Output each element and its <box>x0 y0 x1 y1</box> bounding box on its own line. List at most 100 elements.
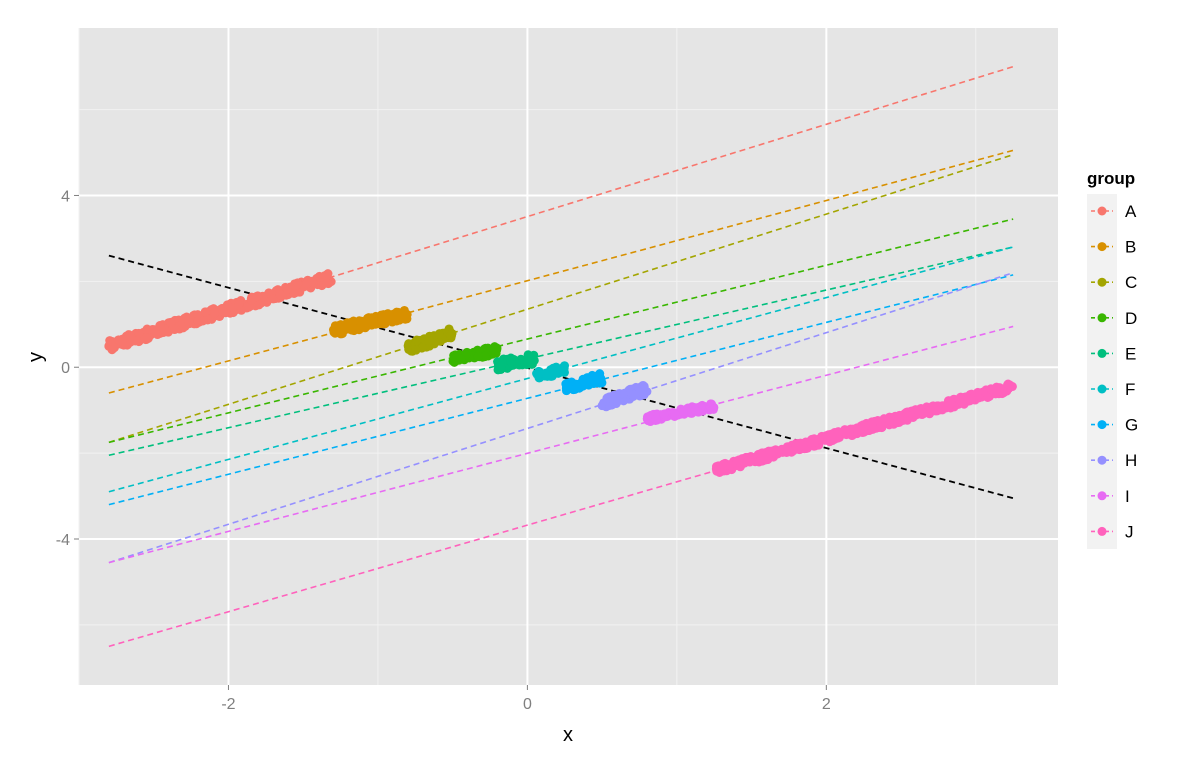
point-a <box>200 307 210 317</box>
group-fit-lines <box>108 65 1014 648</box>
point-j <box>937 405 947 415</box>
point-a <box>323 269 333 279</box>
point-i <box>651 414 661 424</box>
point-b <box>399 309 409 319</box>
point-a <box>268 294 278 304</box>
point-a <box>107 345 117 355</box>
point-a <box>234 300 244 310</box>
point-c <box>411 345 421 355</box>
legend-label-j: J <box>1125 522 1134 541</box>
legend-key-point-g <box>1097 420 1107 430</box>
point-j <box>764 449 774 459</box>
legend-label-c: C <box>1125 273 1137 292</box>
point-j <box>860 421 870 431</box>
legend-label-d: D <box>1125 309 1137 328</box>
point-a <box>289 288 299 298</box>
fit-line-f <box>108 246 1014 493</box>
point-a <box>126 332 136 342</box>
point-c <box>445 331 455 341</box>
point-j <box>712 466 722 476</box>
point-j <box>814 434 824 444</box>
point-j <box>833 433 843 443</box>
point-h <box>611 399 621 409</box>
legend-label-b: B <box>1125 238 1136 257</box>
legend-key-point-i <box>1097 491 1107 501</box>
point-j <box>833 427 843 437</box>
point-c <box>412 335 422 345</box>
point-e <box>506 357 516 367</box>
fit-line-i <box>108 325 1014 564</box>
minor-gridlines <box>78 28 1058 685</box>
fit-line-c <box>108 153 1014 444</box>
point-i <box>679 407 689 417</box>
legend-label-i: I <box>1125 487 1130 506</box>
point-a <box>218 307 228 317</box>
point-a <box>247 292 257 302</box>
legend-label-a: A <box>1125 202 1137 221</box>
point-j <box>946 399 956 409</box>
point-a <box>254 300 264 310</box>
fit-line-e <box>108 246 1014 457</box>
point-j <box>747 453 757 463</box>
overall-trend-line <box>108 254 1014 500</box>
legend-key-point-j <box>1097 526 1107 536</box>
point-j <box>963 393 973 403</box>
point-j <box>1003 379 1013 389</box>
fit-line-g <box>108 274 1014 506</box>
fit-line-a <box>108 65 1014 347</box>
point-j <box>913 406 923 416</box>
point-b <box>392 316 402 326</box>
point-b <box>384 315 394 325</box>
y-tick-label: -4 <box>56 532 70 549</box>
y-tick-label: 4 <box>61 188 70 205</box>
point-j <box>719 461 729 471</box>
legend-key-point-d <box>1097 313 1107 323</box>
point-b <box>336 329 346 339</box>
point-a <box>292 278 302 288</box>
data-points <box>104 269 1017 477</box>
fit-line-d <box>108 218 1014 444</box>
legend-label-f: F <box>1125 380 1135 399</box>
point-e <box>499 354 509 364</box>
point-i <box>708 404 718 414</box>
point-a <box>155 321 165 331</box>
point-c <box>434 329 444 339</box>
point-a <box>184 317 194 327</box>
point-g <box>564 378 574 388</box>
point-e <box>523 350 533 360</box>
x-tick-label: 0 <box>523 696 532 713</box>
point-d <box>456 354 466 364</box>
point-j <box>867 418 877 428</box>
point-a <box>307 276 317 286</box>
point-a <box>141 332 151 342</box>
point-h <box>597 401 607 411</box>
point-b <box>341 320 351 330</box>
point-a <box>322 278 332 288</box>
legend-key-point-e <box>1097 348 1107 358</box>
point-a <box>119 340 129 350</box>
point-g <box>589 377 599 387</box>
point-e <box>523 356 533 366</box>
point-j <box>892 418 902 428</box>
point-d <box>480 351 490 361</box>
point-a <box>170 325 180 335</box>
point-c <box>424 336 434 346</box>
legend-key-point-b <box>1097 242 1107 252</box>
point-j <box>998 386 1008 396</box>
point-h <box>608 391 618 401</box>
point-j <box>973 387 983 397</box>
point-f <box>548 363 558 373</box>
point-g <box>581 378 591 388</box>
legend-title: group <box>1087 169 1135 188</box>
point-a <box>198 316 208 326</box>
point-j <box>737 459 747 469</box>
point-j <box>791 441 801 451</box>
y-tick-label: 0 <box>61 360 70 377</box>
legend-label-h: H <box>1125 451 1137 470</box>
point-b <box>354 325 364 335</box>
point-f <box>533 369 543 379</box>
legend-key-point-h <box>1097 455 1107 465</box>
point-d <box>489 344 499 354</box>
